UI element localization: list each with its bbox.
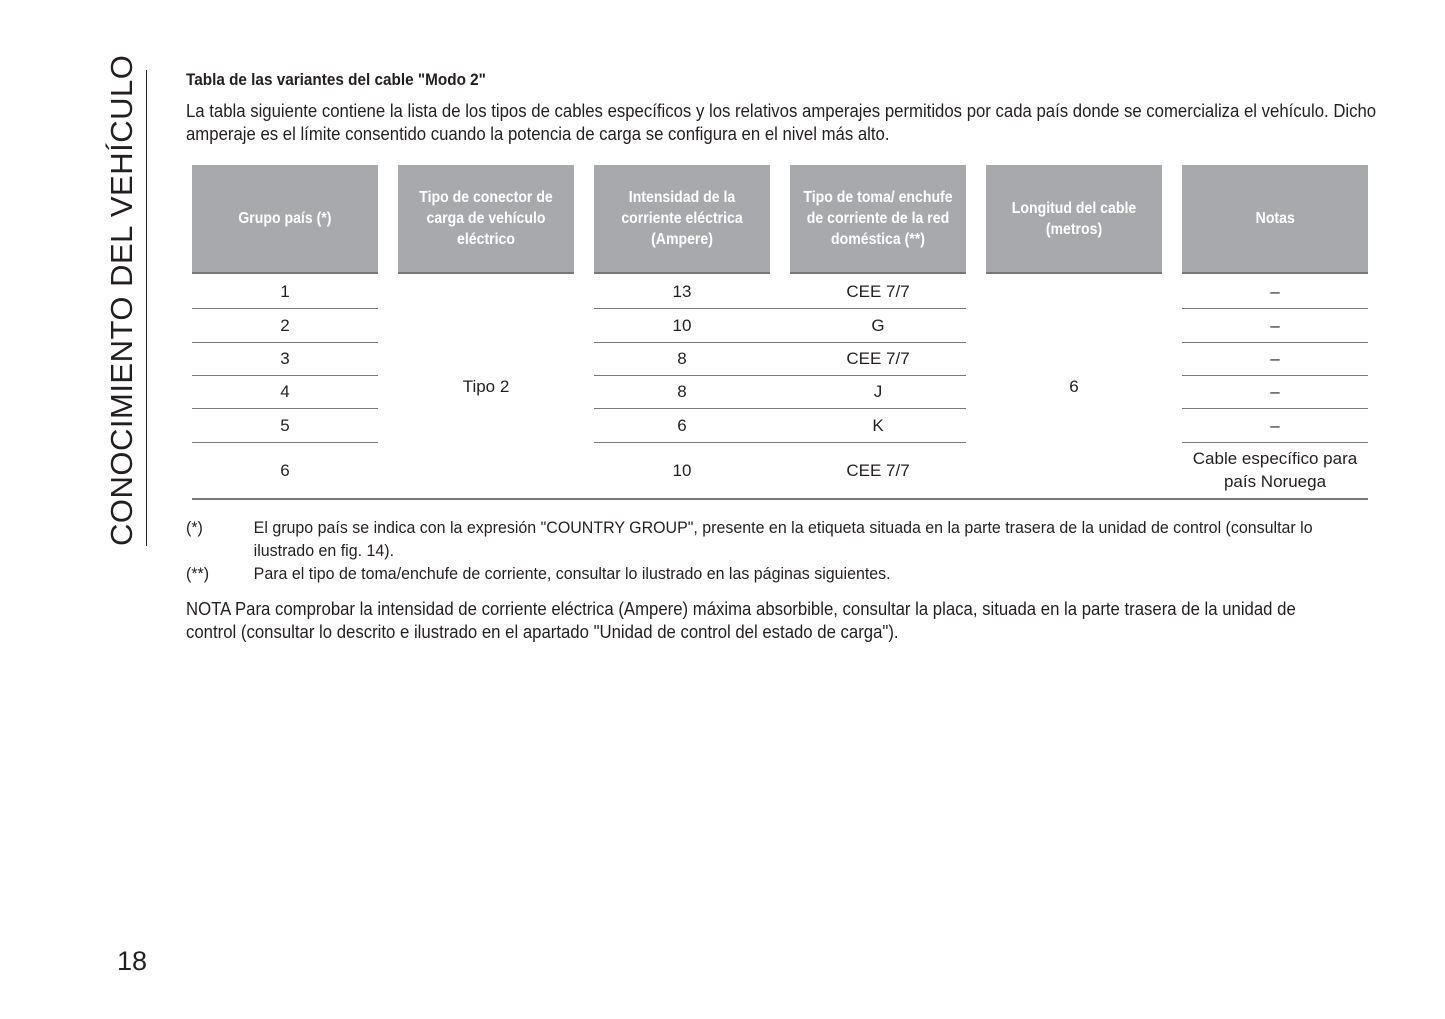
section-title: Tabla de las variantes del cable "Modo 2… (186, 70, 486, 89)
intro-paragraph: La tabla siguiente contiene la lista de … (186, 101, 1377, 144)
cell-notes: – (1270, 382, 1280, 401)
note-paragraph: NOTA Para comprobar la intensidad de cor… (186, 599, 1296, 642)
footnote-mark: (**) (186, 564, 210, 583)
header-label: Tipo de toma/ enchufe de corriente de la… (803, 189, 953, 248)
row-divider (1182, 342, 1368, 343)
cell-amps: 10 (672, 460, 692, 480)
cell-plug: CEE 7/7 (846, 460, 910, 480)
header-connector-type: Tipo de conector de carga de vehículo el… (398, 165, 574, 274)
header-label: Notas (1255, 210, 1295, 227)
cell-plug: J (873, 382, 883, 401)
cell-notes: – (1270, 349, 1280, 368)
footnote-mark: (*) (186, 518, 203, 537)
cell-notes: Cable específico para país Noruega (1192, 449, 1358, 491)
header-cable-length: Longitud del cable (metros) (986, 165, 1162, 274)
cell-group: 5 (280, 415, 290, 435)
header-notes: Notas (1182, 165, 1368, 274)
row-divider (192, 375, 378, 376)
footnote-text: El grupo país se indica con la expresión… (253, 518, 1313, 560)
header-plug-type: Tipo de toma/ enchufe de corriente de la… (790, 165, 966, 274)
section-side-title: CONOCIMIENTO DEL VEHÍCULO (104, 54, 139, 546)
header-current: Intensidad de la corriente eléctrica (Am… (594, 165, 770, 274)
connector-type-cell: Tipo 2 (462, 376, 510, 396)
cell-group: 6 (280, 460, 290, 480)
row-divider (594, 375, 966, 376)
header-label: Intensidad de la corriente eléctrica (Am… (621, 189, 743, 248)
row-divider (1182, 375, 1368, 376)
cell-group: 2 (280, 315, 290, 335)
footnote-text: Para el tipo de toma/enchufe de corrient… (253, 564, 891, 583)
row-divider (1182, 442, 1368, 443)
row-divider (192, 408, 378, 409)
cell-amps: 10 (672, 315, 692, 335)
cell-plug: K (872, 415, 884, 435)
cell-notes: – (1270, 315, 1280, 335)
cell-amps: 13 (672, 281, 692, 301)
cell-plug: CEE 7/7 (846, 281, 910, 301)
cell-notes: – (1270, 281, 1280, 301)
row-divider (1182, 408, 1368, 409)
cell-group: 3 (280, 349, 290, 368)
header-label: Longitud del cable (metros) (1011, 199, 1137, 238)
row-divider (594, 342, 966, 343)
row-divider (192, 442, 378, 443)
header-country-group: Grupo país (*) (192, 165, 378, 274)
row-divider (192, 342, 378, 343)
cell-group: 1 (280, 281, 290, 301)
row-divider (594, 442, 966, 443)
table-bottom-rule (192, 498, 1368, 500)
side-divider (146, 70, 147, 546)
row-divider (192, 308, 378, 309)
row-divider (594, 308, 966, 309)
row-divider (594, 408, 966, 409)
cell-group: 4 (280, 382, 290, 401)
header-label: Tipo de conector de carga de vehículo el… (419, 189, 553, 248)
row-divider (1182, 308, 1368, 309)
cell-amps: 8 (677, 382, 687, 401)
cell-amps: 6 (677, 415, 687, 435)
cell-plug: CEE 7/7 (846, 349, 910, 368)
cell-notes: – (1270, 415, 1280, 435)
cell-amps: 8 (677, 349, 687, 368)
cable-length-cell: 6 (1069, 376, 1079, 396)
cell-plug: G (871, 315, 885, 335)
page-number: 18 (117, 946, 148, 976)
header-label: Grupo país (*) (238, 210, 332, 227)
